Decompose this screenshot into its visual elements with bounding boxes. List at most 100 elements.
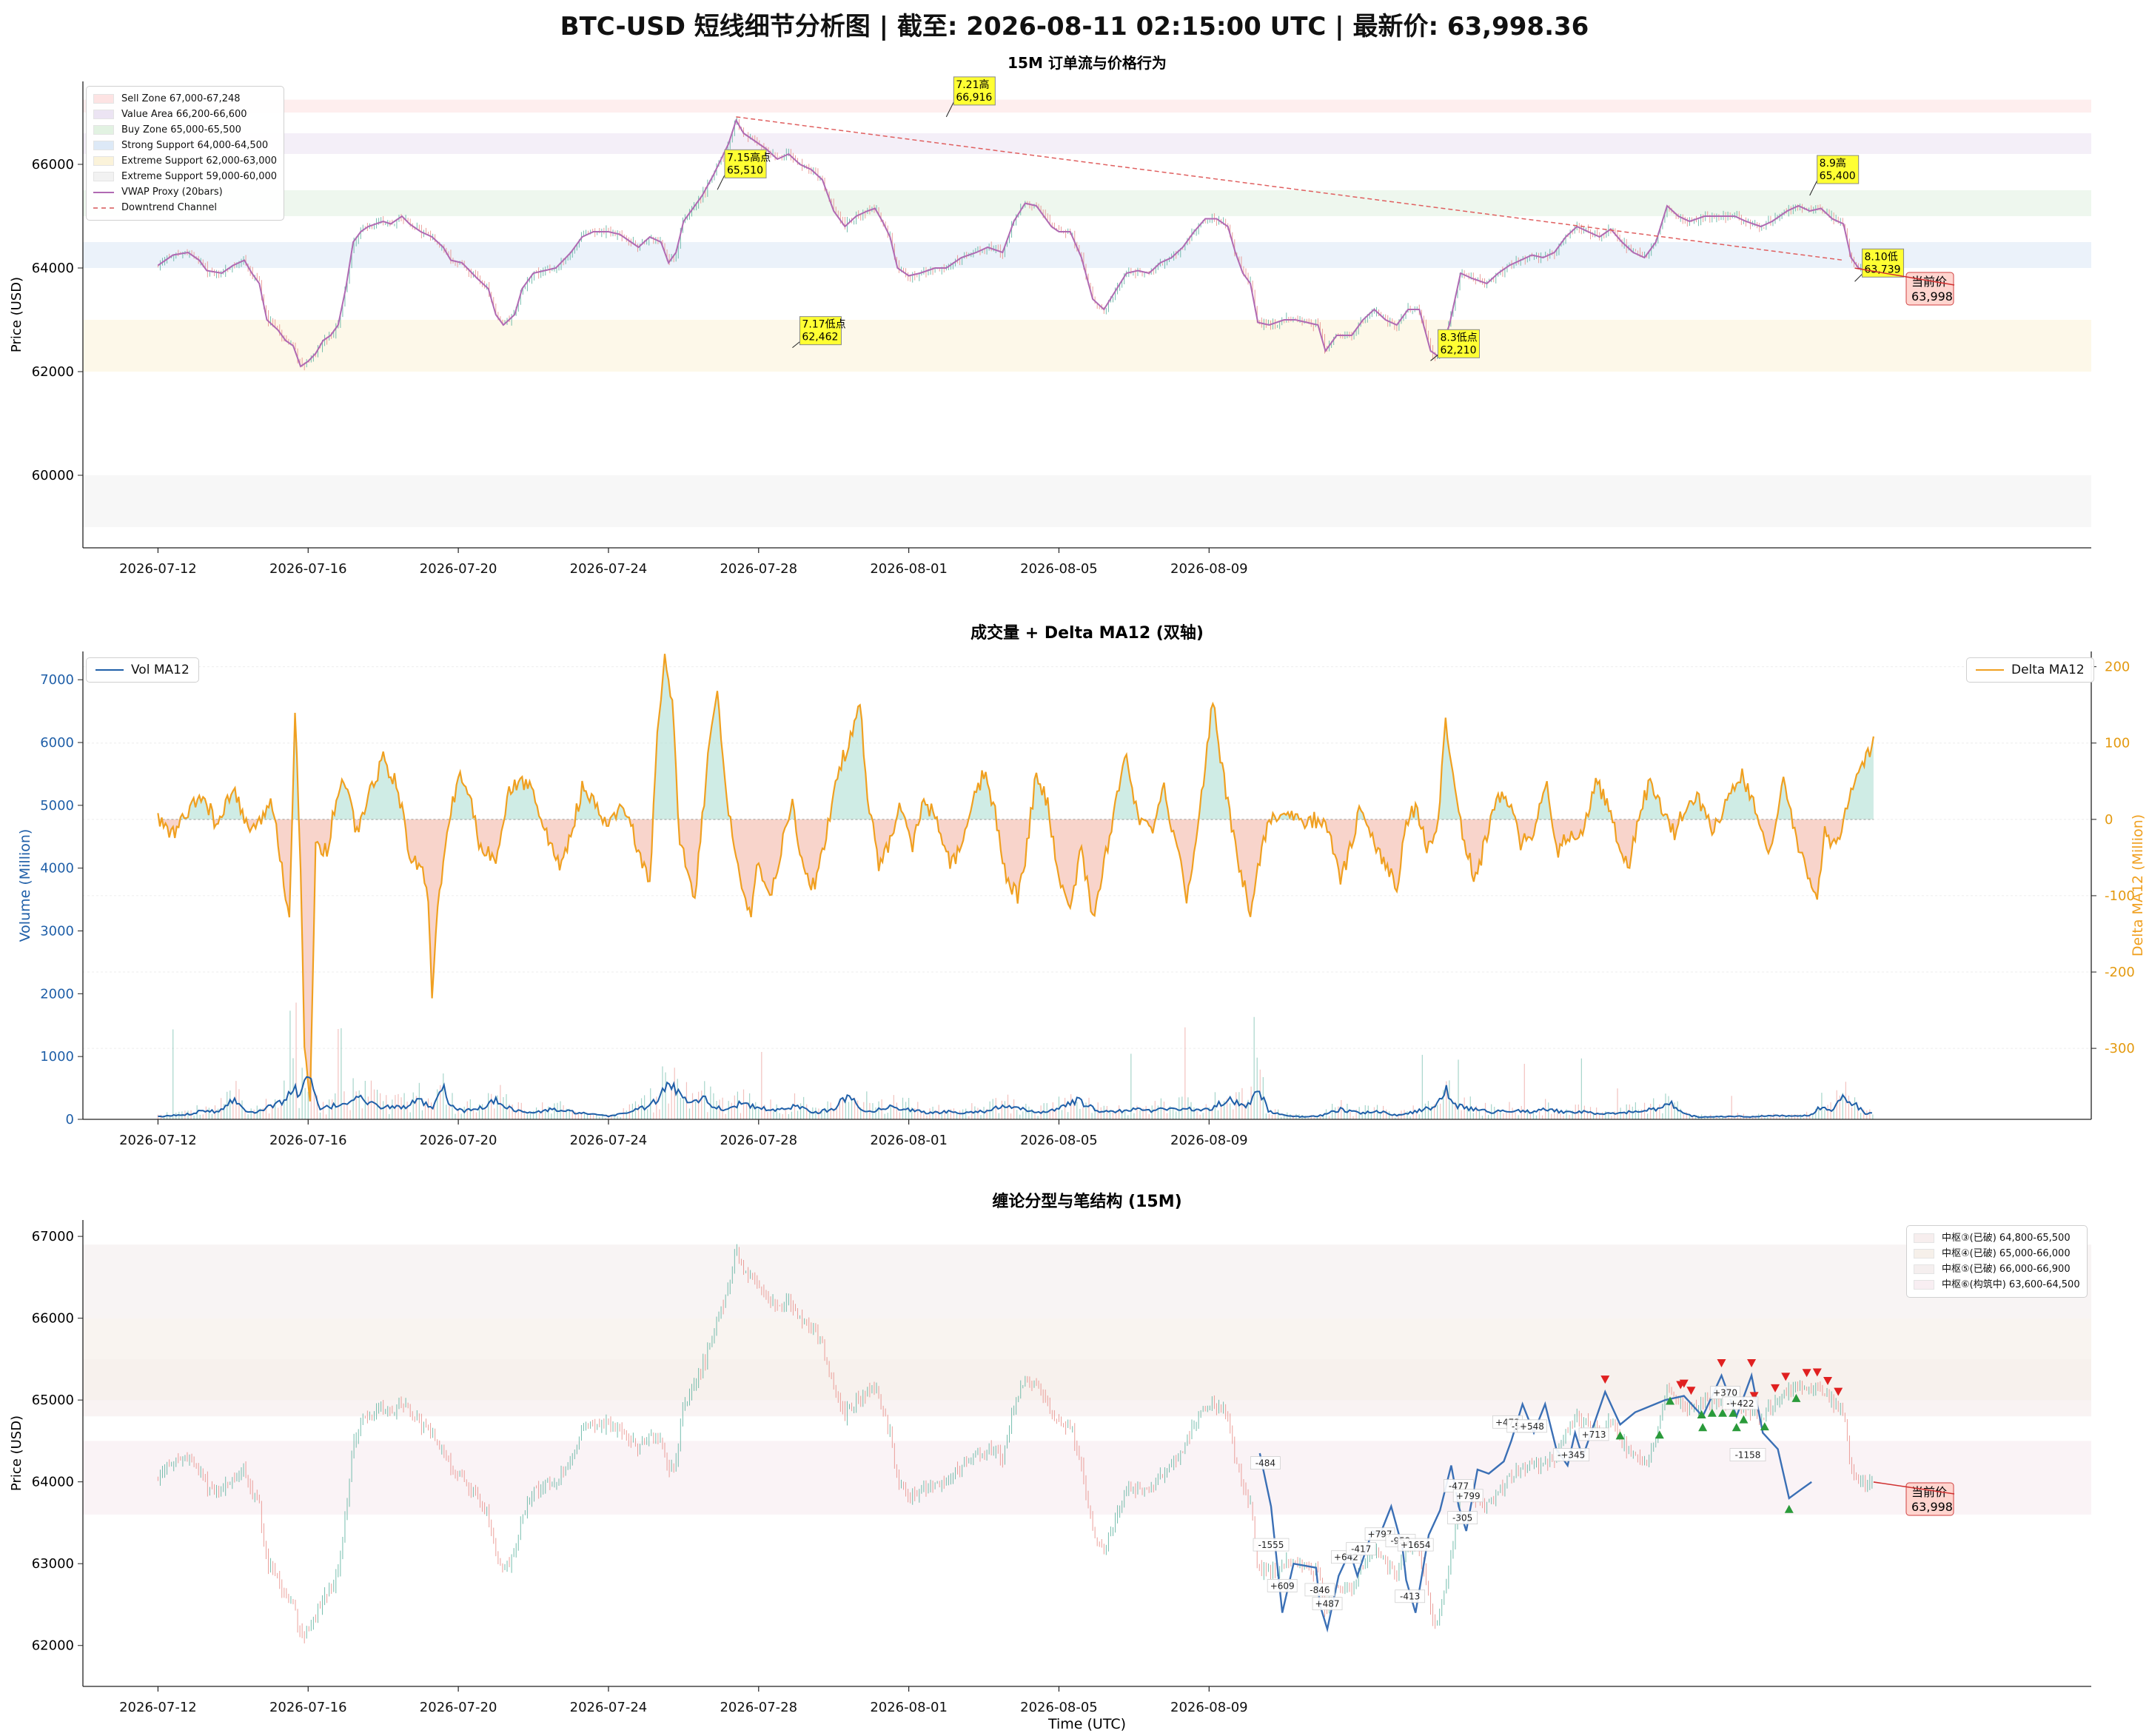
y2-tick-label: 0 bbox=[2105, 812, 2113, 828]
y-tick-label: 4000 bbox=[40, 861, 74, 877]
legend-price-zones: Sell Zone 67,000-67,248 Value Area 66,200… bbox=[86, 86, 285, 221]
stroke-label: +370 bbox=[1713, 1388, 1737, 1398]
y-tick-label: 7000 bbox=[40, 672, 74, 688]
y-tick-label: 62000 bbox=[32, 1638, 74, 1654]
annotation-title: 7.17低点 bbox=[802, 319, 845, 331]
y2-tick-label: -300 bbox=[2105, 1041, 2135, 1056]
x-tick-label: 2026-07-12 bbox=[119, 1700, 197, 1715]
legend-label: 中枢③(已破) 64,800-65,500 bbox=[1942, 1233, 2071, 1244]
stroke-label-box bbox=[1397, 1538, 1434, 1552]
y-tick-label: 67000 bbox=[32, 1229, 74, 1244]
y-tick-label: 62000 bbox=[32, 364, 74, 380]
stroke-label: -+345 bbox=[1558, 1450, 1585, 1461]
annotation-box bbox=[1817, 155, 1860, 184]
y2-tick-label: -200 bbox=[2105, 965, 2135, 980]
annotation-value: 63,739 bbox=[1865, 264, 1901, 275]
stroke-label-box bbox=[1553, 1448, 1590, 1461]
x-tick-label: 2026-08-05 bbox=[1020, 1133, 1098, 1148]
legend-color-swatch bbox=[93, 110, 114, 119]
panel2-title: 成交量 + Delta MA12 (双轴) bbox=[970, 623, 1204, 643]
stroke-label-box bbox=[1253, 1538, 1290, 1552]
panel-volume-delta: 成交量 + Delta MA12 (双轴)0100020003000400050… bbox=[17, 623, 2146, 1148]
top-fractal-marker bbox=[1802, 1369, 1811, 1378]
current-price-box bbox=[1905, 1482, 1954, 1516]
stroke-label: -1158 bbox=[1735, 1450, 1761, 1461]
top-fractal-marker bbox=[1686, 1387, 1696, 1395]
panel-chanlun-structure: 缠论分型与笔结构 (15M) 62000 63000 64000 65000 66000 6… bbox=[9, 1192, 2091, 1732]
annotation-title: 7.21高 bbox=[956, 78, 989, 91]
legend-color-swatch bbox=[93, 156, 114, 166]
annotation-arrow bbox=[792, 341, 800, 349]
legend-vol-label: Vol MA12 bbox=[131, 663, 190, 677]
bottom-fractal-marker bbox=[1655, 1430, 1664, 1439]
stroke-label-box bbox=[1395, 1589, 1426, 1603]
y-tick-label: 0 bbox=[66, 1112, 74, 1127]
x-tick-label: 2026-07-16 bbox=[269, 1700, 347, 1715]
legend-entry: 中枢④(已破) 65,000-66,000 bbox=[1914, 1246, 2080, 1261]
top-fractal-marker bbox=[1676, 1381, 1686, 1390]
legend-label: 中枢④(已破) 65,000-66,000 bbox=[1942, 1248, 2071, 1259]
stroke-label-box bbox=[1346, 1542, 1377, 1556]
x-tick-label: 2026-07-24 bbox=[570, 1700, 648, 1715]
stroke-label: +713 bbox=[1582, 1430, 1606, 1440]
annotation-title: 8.10低 bbox=[1865, 251, 1898, 263]
delta-negative-fill bbox=[158, 819, 1874, 1102]
x-tick-label: 2026-08-01 bbox=[870, 1133, 948, 1148]
stroke-label: -1555 bbox=[1258, 1540, 1284, 1550]
legend-label: 中枢⑥(构筑中) 63,600-64,500 bbox=[1942, 1279, 2080, 1290]
legend-entry: VWAP Proxy (20bars) bbox=[93, 184, 277, 200]
annotation-arrow bbox=[1854, 273, 1863, 282]
annotation-title: 8.3低点 bbox=[1440, 332, 1477, 343]
stroke-label-box bbox=[1452, 1489, 1483, 1503]
annotation-arrow bbox=[1809, 180, 1818, 196]
legend-line-swatch bbox=[93, 207, 114, 209]
y-axis-label: Price (USD) bbox=[9, 277, 24, 352]
vwap-line bbox=[157, 118, 1874, 368]
legend-line-swatch bbox=[93, 191, 114, 193]
annotation-value: 62,462 bbox=[802, 332, 838, 343]
annotation-box bbox=[799, 316, 842, 346]
x-tick-label: 2026-07-12 bbox=[119, 561, 197, 577]
x-tick-label: 2026-07-28 bbox=[720, 1133, 797, 1148]
top-fractal-marker bbox=[1600, 1375, 1610, 1384]
current-price-arrow bbox=[1873, 1481, 1955, 1495]
legend-color-swatch bbox=[93, 141, 114, 150]
top-fractal-marker bbox=[1749, 1392, 1759, 1401]
y-tick-label: 1000 bbox=[40, 1049, 74, 1065]
page-title: BTC-USD 短线细节分析图 | 截至: 2026-08-11 02:15:0… bbox=[560, 12, 1589, 41]
legend-entry: 中枢⑥(构筑中) 63,600-64,500 bbox=[1914, 1277, 2080, 1293]
x-tick-label: 2026-08-01 bbox=[870, 561, 948, 577]
legend-label: Extreme Support 62,000-63,000 bbox=[121, 155, 278, 167]
annotation-title: 8.9高 bbox=[1820, 157, 1846, 170]
legend-entry: Value Area 66,200-66,600 bbox=[93, 107, 277, 122]
legend-label: Downtrend Channel bbox=[121, 202, 217, 213]
x-tick-label: 2026-07-28 bbox=[720, 1700, 797, 1715]
bottom-fractal-marker bbox=[1707, 1408, 1717, 1417]
stroke-label: -413 bbox=[1400, 1592, 1420, 1602]
stroke-label-box bbox=[1267, 1578, 1298, 1592]
y-tick-label: 65000 bbox=[32, 1393, 74, 1408]
stroke-label-box bbox=[1722, 1396, 1759, 1410]
stroke-label: +487 bbox=[1315, 1599, 1340, 1609]
legend-color-swatch bbox=[1914, 1264, 1934, 1274]
legend-entry: Extreme Support 62,000-63,000 bbox=[93, 153, 277, 169]
annotation-arrow bbox=[1430, 354, 1438, 361]
top-fractal-marker bbox=[1771, 1384, 1780, 1393]
y-axis-label: Price (USD) bbox=[9, 1415, 24, 1491]
stroke-label: -417 bbox=[1351, 1544, 1371, 1555]
y-tick-label: 64000 bbox=[32, 1475, 74, 1490]
zhongshu-band bbox=[83, 1318, 2091, 1401]
zhongshu-band bbox=[83, 1244, 2091, 1318]
legend-label: 中枢⑤(已破) 66,000-66,900 bbox=[1942, 1264, 2071, 1275]
legend-entry: Strong Support 64,000-64,500 bbox=[93, 138, 277, 153]
x-tick-label: 2026-07-16 bbox=[269, 561, 347, 577]
legend-label: VWAP Proxy (20bars) bbox=[121, 187, 223, 198]
current-price-label: 当前价 bbox=[1911, 275, 1947, 289]
x-tick-label: 2026-07-28 bbox=[720, 561, 797, 577]
y-tick-label: 2000 bbox=[40, 986, 74, 1002]
bottom-fractal-marker bbox=[1729, 1408, 1738, 1417]
downtrend-channel-line bbox=[736, 116, 1844, 261]
legend-color-swatch bbox=[1914, 1249, 1934, 1259]
x-tick-label: 2026-08-05 bbox=[1020, 561, 1098, 577]
legend-label: Extreme Support 59,000-60,000 bbox=[121, 171, 278, 182]
